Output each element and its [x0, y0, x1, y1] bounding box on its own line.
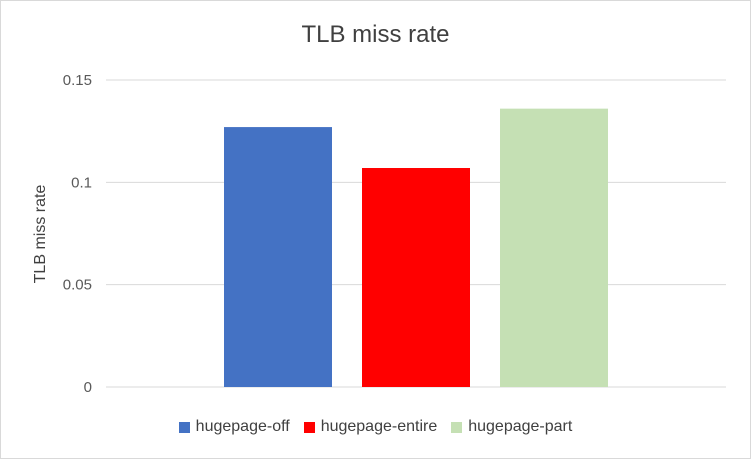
legend-swatch [451, 421, 463, 433]
legend-label: hugepage-part [468, 418, 573, 435]
bar-hugepage-part [500, 108, 608, 388]
y-tick-label: 0.1 [71, 174, 92, 191]
legend-swatch [303, 421, 315, 433]
y-tick-label: 0.05 [63, 277, 92, 294]
y-tick-label: 0.15 [63, 72, 92, 89]
y-tick-label: 0 [84, 379, 92, 396]
legend-label: hugepage-off [195, 418, 290, 435]
bar-hugepage-off [224, 127, 332, 387]
legend-item-hugepage-part: hugepage-part [451, 418, 572, 436]
bar-hugepage-entire [362, 168, 470, 387]
legend-item-hugepage-entire: hugepage-entire [303, 418, 438, 436]
legend-item-hugepage-off: hugepage-off [178, 418, 290, 436]
legend-label: hugepage-entire [320, 418, 438, 435]
chart-title: TLB miss rate [301, 21, 450, 48]
legend-swatch [178, 421, 190, 433]
legend: hugepage-off hugepage-entire hugepage-part [1, 418, 750, 436]
